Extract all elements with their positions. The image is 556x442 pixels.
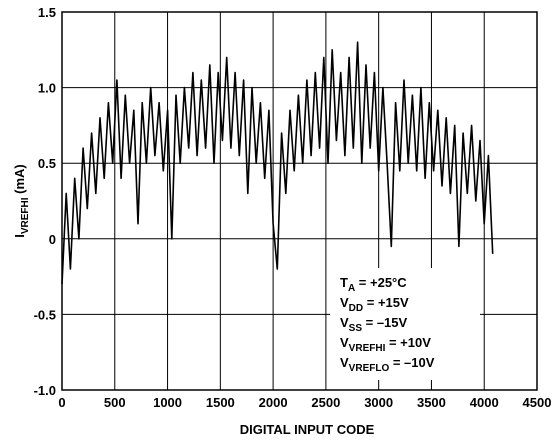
annotation-main: V [340, 355, 349, 370]
plot-frame [61, 11, 538, 391]
y-tick-label: 0 [49, 232, 56, 247]
annotation: VVREFLO = –10V [340, 355, 435, 374]
x-tick-label: 2000 [259, 395, 288, 410]
annotation-main: V [340, 335, 349, 350]
y-tick-label: 1.0 [38, 81, 56, 96]
annotation: VVREFHI = +10V [340, 335, 431, 354]
x-tick-label: 2500 [311, 395, 340, 410]
annotation-rest: = –15V [362, 315, 408, 330]
y-tick-label: 1.5 [38, 5, 56, 20]
x-tick-label: 500 [104, 395, 126, 410]
y-label-rest: (mA) [12, 164, 27, 197]
x-tick-label: 1500 [206, 395, 235, 410]
annotation-sub: DD [349, 303, 363, 314]
x-tick-label: 0 [58, 395, 65, 410]
annotation-sub: SS [349, 323, 363, 334]
y-label-sub: VREFHI [20, 197, 31, 234]
data-line [61, 41, 494, 285]
x-tick-label: 3500 [417, 395, 446, 410]
annotation: TA = +25°C [340, 275, 407, 294]
y-tick-label: -1.0 [34, 383, 56, 398]
annotation-sub: VREFHI [349, 343, 386, 354]
annotation: VDD = +15V [340, 295, 409, 314]
annotation-rest: = –10V [389, 355, 435, 370]
y-tick-label: -0.5 [34, 307, 56, 322]
annotation-main: V [340, 295, 349, 310]
x-tick-label: 3000 [364, 395, 393, 410]
annotation-main: T [340, 275, 348, 290]
y-axis-label: IVREFHI (mA) [12, 164, 31, 238]
x-axis-label: DIGITAL INPUT CODE [240, 422, 375, 437]
annotation-sub: A [348, 283, 355, 294]
x-tick-label: 4500 [523, 395, 552, 410]
annotation-box [330, 268, 480, 380]
annotation-sub: VREFLO [349, 363, 390, 374]
annotation: VSS = –15V [340, 315, 408, 334]
annotation-rest: = +25°C [355, 275, 407, 290]
x-tick-label: 4000 [470, 395, 499, 410]
y-tick-label: 0.5 [38, 156, 56, 171]
annotation-main: V [340, 315, 349, 330]
annotation-rest: = +15V [363, 295, 409, 310]
annotation-rest: = +10V [385, 335, 431, 350]
y-label-main: I [12, 234, 27, 238]
x-tick-label: 1000 [153, 395, 182, 410]
